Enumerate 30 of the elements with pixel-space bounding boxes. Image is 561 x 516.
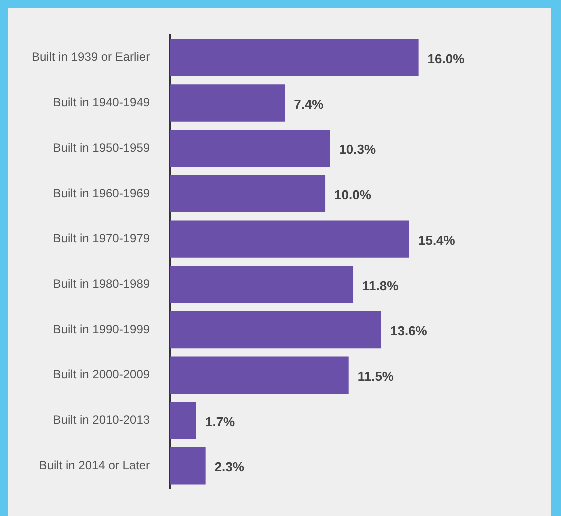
data-label: 11.5% xyxy=(358,368,394,384)
y-tick-label: Built in 1960-1969 xyxy=(53,186,150,200)
y-tick-label: Built in 2000-2009 xyxy=(53,368,150,382)
data-label: 1.7% xyxy=(205,414,236,430)
bar xyxy=(170,220,410,258)
y-tick-label: Built in 2014 or Later xyxy=(39,458,150,472)
y-tick-label: Built in 1939 or Earlier xyxy=(32,50,150,64)
y-tick-label: Built in 1940-1949 xyxy=(53,96,150,110)
bar xyxy=(170,84,286,122)
bar xyxy=(170,130,330,168)
data-label: 16.0% xyxy=(428,51,466,66)
data-label: 10.3% xyxy=(339,142,376,158)
data-label: 7.4% xyxy=(294,96,324,112)
data-label: 11.8% xyxy=(362,278,400,294)
y-tick-label: Built in 1990-1999 xyxy=(53,322,150,336)
bar xyxy=(170,356,349,394)
bar xyxy=(170,402,196,440)
data-label: 15.4% xyxy=(418,232,456,248)
y-tick-label: Built in 1950-1959 xyxy=(53,140,150,155)
y-tick-label: Built in 1980-1989 xyxy=(53,276,150,291)
bar xyxy=(170,311,382,349)
data-label: 13.6% xyxy=(390,324,428,339)
data-label: 10.0% xyxy=(334,188,372,203)
bar xyxy=(170,266,354,304)
bar xyxy=(170,448,206,485)
y-tick-label: Built in 1970-1979 xyxy=(53,232,150,246)
data-label: 2.3% xyxy=(214,460,245,475)
bar xyxy=(170,175,326,213)
y-tick-label: Built in 2010-2013 xyxy=(53,413,150,428)
bar xyxy=(170,39,419,76)
